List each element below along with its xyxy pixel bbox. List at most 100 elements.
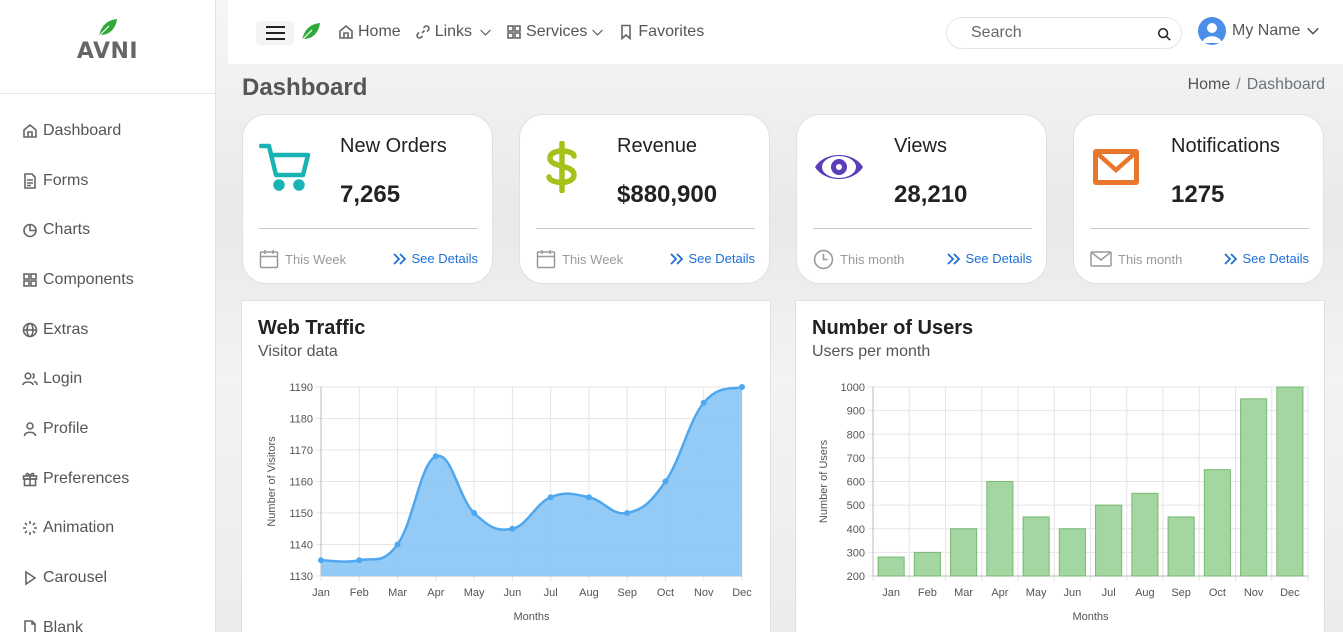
sidebar-item-forms[interactable]: Forms [0,156,215,206]
sidebar-item-login[interactable]: Login [0,354,215,404]
breadcrumb-separator: / [1236,76,1241,93]
sidebar-item-animation[interactable]: Animation [0,504,215,554]
sidebar-item-charts[interactable]: Charts [0,205,215,255]
y-tick-label: 800 [847,429,865,441]
x-tick-label: Jan [882,587,900,599]
sidebar-item-label: Preferences [43,469,130,487]
nav-label: Links [434,23,473,40]
x-tick-label: Jul [1102,587,1116,599]
x-tick-label: Nov [694,587,714,599]
x-tick-label: Dec [1280,587,1300,599]
cart-icon [259,143,311,191]
sidebar-item-label: Dashboard [43,121,122,139]
card-period: This month [813,249,904,270]
breadcrumb-home[interactable]: Home [1187,76,1231,93]
users-bar [1095,504,1123,577]
users-icon [22,372,38,386]
y-tick-label: 300 [847,547,865,559]
card-value: 7,265 [340,181,401,208]
see-details-link[interactable]: See Details [669,251,755,266]
sidebar-item-dashboard[interactable]: Dashboard [0,106,215,156]
double-chevron-right-icon [392,252,406,265]
see-details-link[interactable]: See Details [1223,251,1309,266]
chevron-down-icon [480,29,491,36]
top-nav: Home Links Services Favorites [338,0,704,64]
nav-links[interactable]: Links [415,23,492,41]
brand[interactable]: AVNI [0,0,215,94]
eye-icon [815,155,863,179]
panel-subtitle: Visitor data [258,343,338,360]
nav-favorites[interactable]: Favorites [618,23,704,41]
card-divider [813,228,1032,229]
menu-toggle-button[interactable] [256,21,294,45]
x-tick-label: Oct [1209,587,1226,599]
x-tick-label: Dec [732,587,752,599]
user-menu[interactable]: My Name [1198,17,1320,45]
user-name: My Name [1232,22,1301,39]
see-details-link[interactable]: See Details [946,251,1032,266]
sidebar-item-extras[interactable]: Extras [0,305,215,355]
traffic-point [356,557,363,564]
file-icon [24,172,36,189]
card-period: This month [1090,249,1182,269]
sidebar-menu: Dashboard Forms Charts Components Extras… [0,94,215,632]
card-label: Revenue [617,135,698,157]
search-input[interactable] [947,18,1137,48]
x-tick-label: Jan [312,587,330,599]
y-tick-label: 200 [847,571,865,583]
y-tick-label: 1000 [841,382,865,394]
loader-icon [23,521,37,536]
nav-services[interactable]: Services [506,23,604,41]
see-details-label: See Details [965,251,1032,266]
blank-file-icon [24,619,36,632]
home-icon [23,123,37,138]
hamburger-line [265,38,285,40]
users-bar [1022,516,1050,577]
search-icon[interactable] [1157,27,1171,41]
card-label: Views [894,135,947,157]
card-period-label: This month [840,252,905,267]
card-period-label: This Week [562,251,624,267]
leaf-logo-icon [98,19,117,37]
hamburger-line [265,26,285,28]
x-tick-label: Jun [1064,587,1082,599]
clock-icon [813,249,834,270]
users-bar [1167,516,1195,577]
chevron-down-icon [1307,27,1320,35]
users-bar [1058,528,1086,577]
see-details-link[interactable]: See Details [392,251,478,266]
sidebar-item-preferences[interactable]: Preferences [0,454,215,504]
card-label: Notifications [1171,135,1280,157]
main-area: Home Links Services Favorites [216,0,1343,632]
web-traffic-chart: 1130 1140 1150 1160 1170 1180 1190 Jan Feb Mar Apr… [266,382,752,623]
link-icon [415,25,430,39]
nav-home[interactable]: Home [338,23,401,41]
y-tick-label: 1130 [289,571,313,583]
sidebar-item-components[interactable]: Components [0,255,215,305]
sidebar-item-profile[interactable]: Profile [0,404,215,454]
users-bar [1240,398,1268,577]
y-tick-label: 900 [847,406,865,418]
stat-card-revenue: Revenue $880,900 This Week See Details [519,114,770,284]
panel-title: Number of Users [812,317,974,339]
nav-label: Services [526,23,588,40]
card-value: 28,210 [894,181,968,208]
users-bar [1131,492,1159,577]
y-tick-label: 1170 [289,445,313,457]
grid-icon [23,273,37,287]
double-chevron-right-icon [946,252,960,265]
sidebar-item-blank[interactable]: Blank [0,603,215,632]
x-tick-label: Mar [388,587,407,599]
card-label: New Orders [340,135,447,157]
see-details-label: See Details [411,251,478,266]
globe-icon [22,322,38,337]
sidebar-item-carousel[interactable]: Carousel [0,553,215,603]
topbar: Home Links Services Favorites [228,0,1343,64]
users-bar [877,556,905,577]
breadcrumb: Home / Dashboard [1188,76,1325,94]
card-value: $880,900 [617,181,718,208]
dollar-icon [546,141,577,193]
leaf-icon[interactable] [300,22,322,42]
y-tick-label: 1180 [289,414,313,426]
y-tick-label: 600 [847,477,865,489]
